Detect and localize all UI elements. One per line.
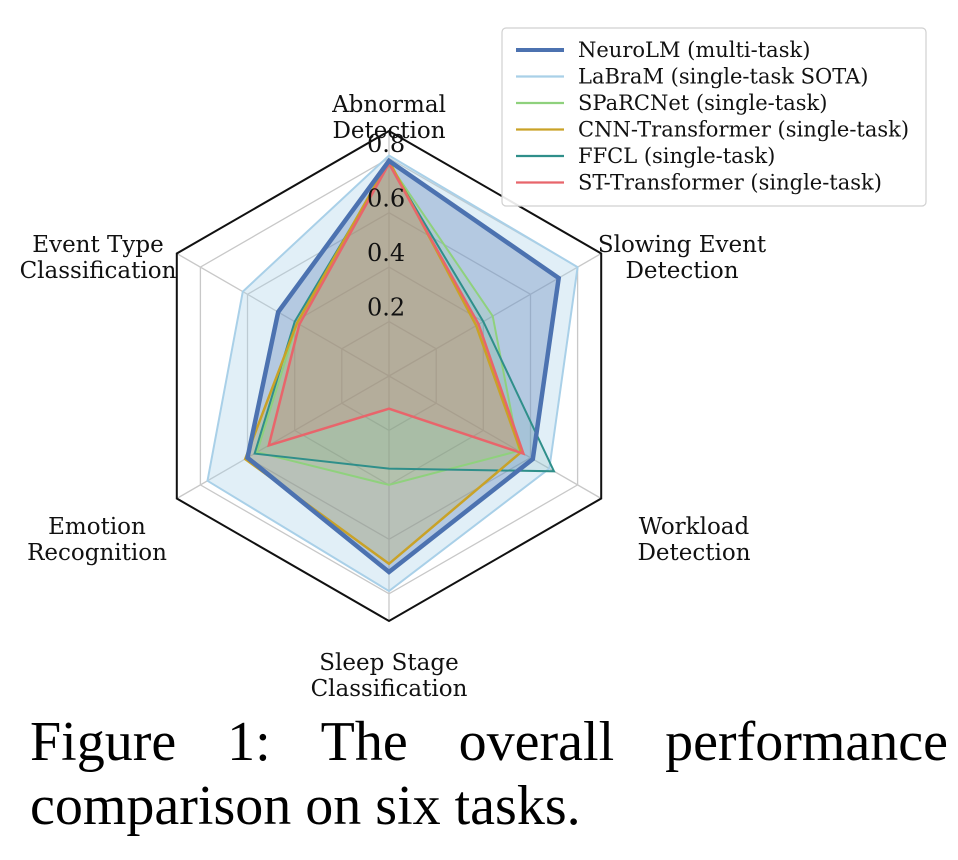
spoke-3 [388,375,602,500]
legend: NeuroLM (multi-task) LaBraM (single-task … [501,27,927,207]
axis-label-6: Event Type Classification [20,232,177,284]
legend-label-ffcl-single-task: FFCL (single-task) [578,144,775,168]
series-fill-cnn-transformer-single-task [245,160,521,564]
axis-label-5: Emotion Recognition [27,514,167,566]
series-line-cnn-transformer-single-task [243,158,523,566]
legend-label-sparcnet-single-task: SPaRCNet (single-task) [578,91,827,115]
series-line-st-transformer-single-task [267,161,526,456]
series-lines [206,154,579,593]
axis-label-3: Workload Detection [637,514,750,566]
legend-label-labram-single-task-sota: LaBraM (single-task SOTA) [578,65,868,89]
axis-label-4: Sleep Stage Classification [311,650,468,702]
radial-tick-label: 0.2 [367,294,405,322]
legend-box [501,27,927,207]
radial-tick-label: 0.4 [367,239,405,267]
radial-tick-labels: 0.2 0.4 0.6 0.8 [367,130,405,321]
axis-label-2: Slowing Event Detection [598,232,767,284]
series-line-ffcl-single-task [253,161,556,473]
radial-tick-label: 0.6 [367,185,405,213]
series-fill-st-transformer-single-task [268,163,524,454]
legend-label-cnn-transformer-single-task: CNN-Transformer (single-task) [578,118,909,142]
legend-label-st-transformer-single-task: ST-Transformer (single-task) [578,171,882,195]
series-line-labram-single-task-sota [206,154,579,593]
outer-frame [175,129,603,623]
series-fill-ffcl-single-task [254,163,554,472]
figure-caption: Figure 1: The overall performance compar… [30,711,948,837]
series-fill-sparcnet-single-task [257,163,519,485]
spoke-2 [388,252,602,377]
axis-labels: Abnormal Detection Slowing Event Detection W… [20,92,767,702]
axis-label-1: Abnormal Detection [331,92,446,144]
radial-tick-label: 0.8 [367,130,405,158]
legend-label-neurolm-multi-task: NeuroLM (multi-task) [578,38,810,62]
spoke-5 [176,375,390,500]
spoke-6 [176,252,390,377]
radar-frame [175,129,603,623]
series-line-neurolm-multi-task [245,157,562,575]
